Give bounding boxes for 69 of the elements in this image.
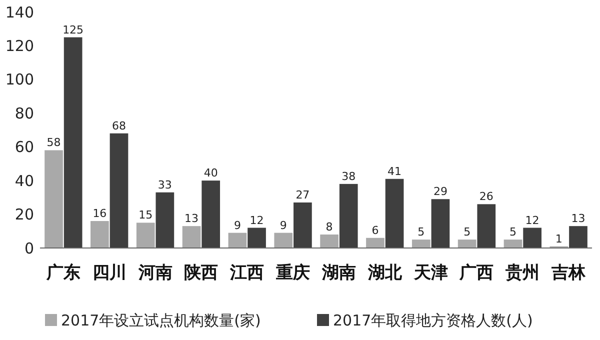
bar: [385, 178, 404, 248]
bar: [110, 133, 128, 248]
y-tick-label: 20: [14, 206, 34, 224]
bar: [274, 232, 293, 248]
bar: [523, 228, 542, 248]
legend-label: 2017年取得地方资格人数(人): [333, 311, 533, 330]
data-label: 12: [250, 214, 264, 227]
data-label: 13: [571, 212, 586, 226]
x-tick-label: 陕西: [184, 263, 218, 283]
data-label: 40: [204, 166, 218, 180]
data-label: 16: [92, 207, 107, 220]
data-label: 6: [372, 224, 379, 237]
bar: [366, 238, 384, 248]
bar: [294, 202, 312, 248]
bar: [339, 184, 358, 248]
data-label: 29: [433, 185, 448, 198]
bar: [569, 226, 588, 248]
bar: [477, 204, 496, 248]
data-label: 38: [342, 170, 356, 183]
bar: [431, 199, 450, 248]
data-label: 1: [555, 232, 562, 246]
data-label: 15: [138, 208, 153, 222]
x-tick-label: 湖北: [366, 263, 403, 283]
bar: [90, 221, 109, 248]
legend-label: 2017年设立试点机构数量(家): [61, 311, 261, 330]
bar: [228, 232, 247, 248]
bar: [248, 228, 266, 248]
data-label: 33: [158, 178, 172, 192]
y-tick-label: 140: [5, 3, 34, 22]
x-tick-label: 天津: [412, 263, 448, 283]
data-label: 5: [418, 226, 425, 239]
bar: [202, 180, 220, 248]
y-tick-label: 80: [14, 104, 34, 122]
data-label: 125: [62, 23, 84, 36]
data-label: 27: [296, 188, 310, 202]
x-tick-label: 四川: [92, 263, 126, 283]
x-tick-label: 贵州: [504, 263, 540, 283]
data-label: 58: [46, 136, 61, 150]
x-tick-label: 河南: [137, 263, 172, 283]
data-label: 68: [112, 119, 126, 132]
bar: [182, 226, 201, 248]
bar: [458, 240, 476, 248]
data-label: 9: [280, 218, 287, 232]
x-tick-label: 广西: [458, 263, 494, 283]
bar: [64, 37, 82, 248]
data-label: 5: [510, 226, 516, 239]
data-label: 12: [525, 214, 540, 227]
data-label: 9: [234, 218, 241, 232]
data-label: 8: [326, 220, 333, 234]
x-tick-label: 重庆: [275, 263, 310, 283]
bar: [136, 222, 155, 248]
y-tick-label: 100: [5, 70, 34, 89]
x-tick-label: 江西: [229, 263, 264, 283]
x-tick-label: 广东: [45, 263, 80, 283]
y-tick-label: 0: [24, 239, 34, 258]
x-tick-label: 吉林: [550, 263, 587, 283]
x-tick-label: 湖南: [320, 263, 356, 283]
bar: [504, 240, 522, 248]
y-tick-label: 120: [5, 36, 34, 55]
bar: [156, 192, 174, 248]
y-tick-label: 60: [14, 138, 34, 156]
bar: [44, 150, 63, 248]
data-label: 13: [184, 212, 199, 226]
data-label: 5: [464, 226, 471, 239]
data-label: 26: [479, 190, 494, 204]
bar: [412, 240, 430, 248]
y-tick-label: 40: [14, 172, 34, 190]
bar: [320, 234, 338, 248]
data-label: 41: [388, 164, 402, 178]
